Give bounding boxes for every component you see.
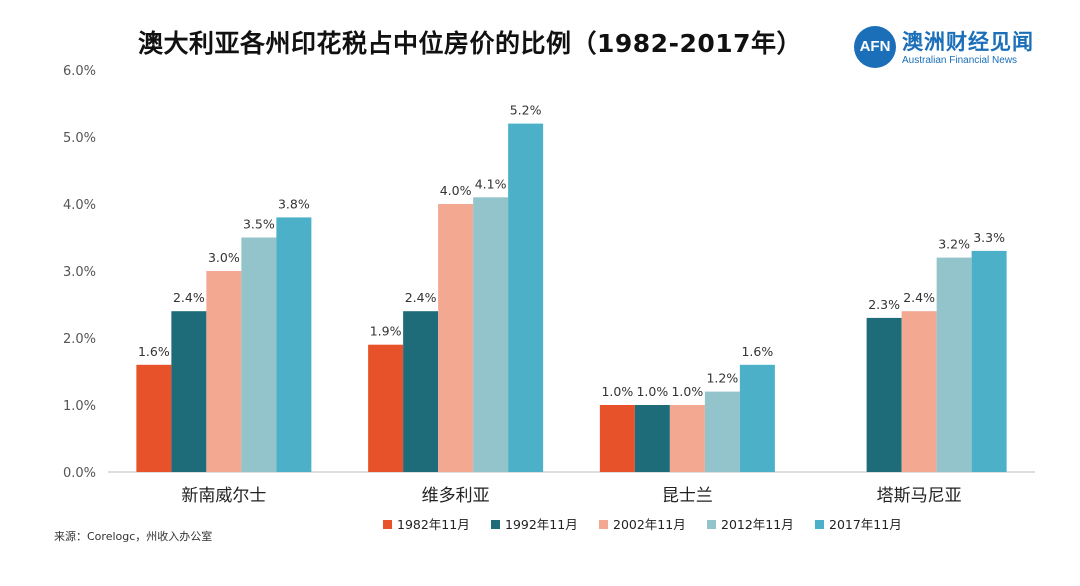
- data-label: 5.2%: [510, 103, 542, 118]
- legend-item: 1982年11月: [383, 514, 470, 533]
- data-label: 3.0%: [208, 250, 240, 265]
- y-tick-label: 0.0%: [63, 466, 96, 481]
- data-label: 3.2%: [938, 237, 970, 252]
- bar: [936, 257, 972, 472]
- y-tick-label: 5.0%: [63, 131, 96, 146]
- bar: [866, 317, 902, 472]
- data-label: 2.4%: [173, 290, 205, 305]
- x-category-label: 维多利亚: [422, 486, 490, 506]
- y-tick-label: 4.0%: [63, 198, 96, 213]
- data-label: 1.6%: [741, 344, 773, 359]
- bar: [669, 405, 705, 472]
- legend-swatch: [707, 520, 716, 529]
- bar: [971, 250, 1007, 472]
- data-label: 2.4%: [405, 290, 437, 305]
- bar: [901, 311, 937, 472]
- y-tick-label: 1.0%: [63, 399, 96, 414]
- data-label: 3.5%: [243, 217, 275, 232]
- data-label: 3.3%: [973, 230, 1005, 245]
- data-label: 4.0%: [440, 183, 472, 198]
- bar: [403, 311, 439, 472]
- chart-title: 澳大利亚各州印花税占中位房价的比例（1982-2017年）: [138, 29, 803, 58]
- x-category-label: 塔斯马尼亚: [877, 486, 962, 506]
- x-category-label: 新南威尔士: [181, 486, 266, 506]
- bar: [508, 123, 544, 472]
- x-category-label: 昆士兰: [662, 486, 713, 506]
- legend-label: 2002年11月: [613, 517, 686, 532]
- bar: [276, 217, 312, 472]
- legend-swatch: [491, 520, 500, 529]
- bar: [599, 405, 635, 472]
- legend-item: 2012年11月: [707, 514, 794, 533]
- legend-label: 2017年11月: [829, 517, 902, 532]
- legend-item: 2002年11月: [599, 514, 686, 533]
- bar: [634, 405, 670, 472]
- data-label: 1.9%: [370, 324, 402, 339]
- data-label: 1.0%: [636, 384, 668, 399]
- data-label: 2.4%: [903, 290, 935, 305]
- legend-label: 1982年11月: [397, 517, 470, 532]
- afn-logo: AFN 澳洲财经见闻 Australian Financial News: [854, 24, 1054, 74]
- logo-name-cn: 澳洲财经见闻: [902, 30, 1034, 54]
- bar: [739, 364, 775, 472]
- bar: [438, 204, 474, 472]
- data-label: 1.2%: [706, 371, 738, 386]
- legend-item: 1992年11月: [491, 514, 578, 533]
- bar: [136, 364, 172, 472]
- data-label: 1.0%: [601, 384, 633, 399]
- bar: [473, 197, 509, 473]
- data-label: 1.6%: [138, 344, 170, 359]
- data-label: 3.8%: [278, 196, 310, 211]
- y-tick-label: 3.0%: [63, 265, 96, 280]
- bar: [241, 237, 277, 472]
- logo-name-en: Australian Financial News: [902, 55, 1018, 66]
- bar: [704, 391, 740, 472]
- legend-item: 2017年11月: [815, 514, 902, 533]
- bar: [171, 311, 207, 472]
- source-note: 来源：Corelogc，州收入办公室: [54, 530, 213, 543]
- y-tick-label: 2.0%: [63, 332, 96, 347]
- afn-badge: AFN: [854, 26, 896, 68]
- bar: [368, 344, 404, 472]
- data-label: 2.3%: [868, 297, 900, 312]
- bar: [206, 271, 242, 472]
- legend-label: 2012年11月: [721, 517, 794, 532]
- legend-swatch: [599, 520, 608, 529]
- y-tick-label: 6.0%: [63, 64, 96, 79]
- legend-swatch: [383, 520, 392, 529]
- legend-label: 1992年11月: [505, 517, 578, 532]
- data-label: 1.0%: [671, 384, 703, 399]
- data-label: 4.1%: [475, 176, 507, 191]
- legend-swatch: [815, 520, 824, 529]
